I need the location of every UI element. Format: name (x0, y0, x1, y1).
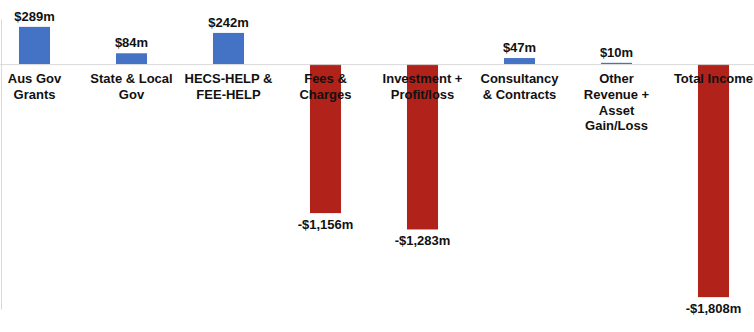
x-tick-label: OtherRevenue +AssetGain/Loss (584, 71, 650, 133)
y-axis-line (1, 20, 2, 310)
x-tick-label: Consultancy& Contracts (480, 71, 559, 102)
chart: Aus GovGrants State & LocalGov HECS-HELP &… (0, 0, 754, 332)
data-label: -$1,283m (395, 233, 451, 248)
x-tick: Aus GovGrants (8, 64, 62, 102)
x-axis: Aus GovGrants State & LocalGov HECS-HELP &… (0, 64, 754, 133)
data-labels: $289m $84m $242m -$1,156m -$1,283m $47m $10m -$… (14, 9, 741, 316)
y-axis (1, 20, 2, 310)
data-label: -$1,156m (298, 217, 354, 232)
bar (504, 58, 535, 64)
x-tick: Investment +Profit/loss (383, 64, 463, 102)
x-tick: Fees &Charges (299, 64, 351, 102)
x-tick-label: Investment +Profit/loss (383, 71, 463, 102)
x-tick: HECS-HELP &FEE-HELP (185, 64, 273, 102)
x-tick: Consultancy& Contracts (480, 64, 559, 102)
x-axis-line (0, 64, 754, 65)
bar (213, 33, 244, 64)
data-label: $47m (503, 40, 536, 55)
x-tick-label: Fees &Charges (299, 71, 351, 102)
data-label: $84m (115, 35, 148, 50)
bar (116, 53, 147, 64)
bar (601, 63, 632, 64)
x-tick-label: Aus GovGrants (8, 71, 62, 102)
bar (19, 27, 50, 64)
data-label: $242m (208, 15, 248, 30)
data-label: $289m (14, 9, 54, 24)
x-tick: OtherRevenue +AssetGain/Loss (584, 64, 650, 133)
data-label: $10m (600, 45, 633, 60)
x-tick-label: HECS-HELP &FEE-HELP (185, 71, 273, 102)
x-tick-label: Total Income (674, 71, 753, 86)
x-tick: State & LocalGov (90, 64, 172, 102)
bars (19, 27, 729, 297)
x-tick: Total Income (674, 64, 753, 86)
bar (698, 64, 729, 297)
x-tick-label: State & LocalGov (90, 71, 172, 102)
data-label: -$1,808m (686, 301, 742, 316)
